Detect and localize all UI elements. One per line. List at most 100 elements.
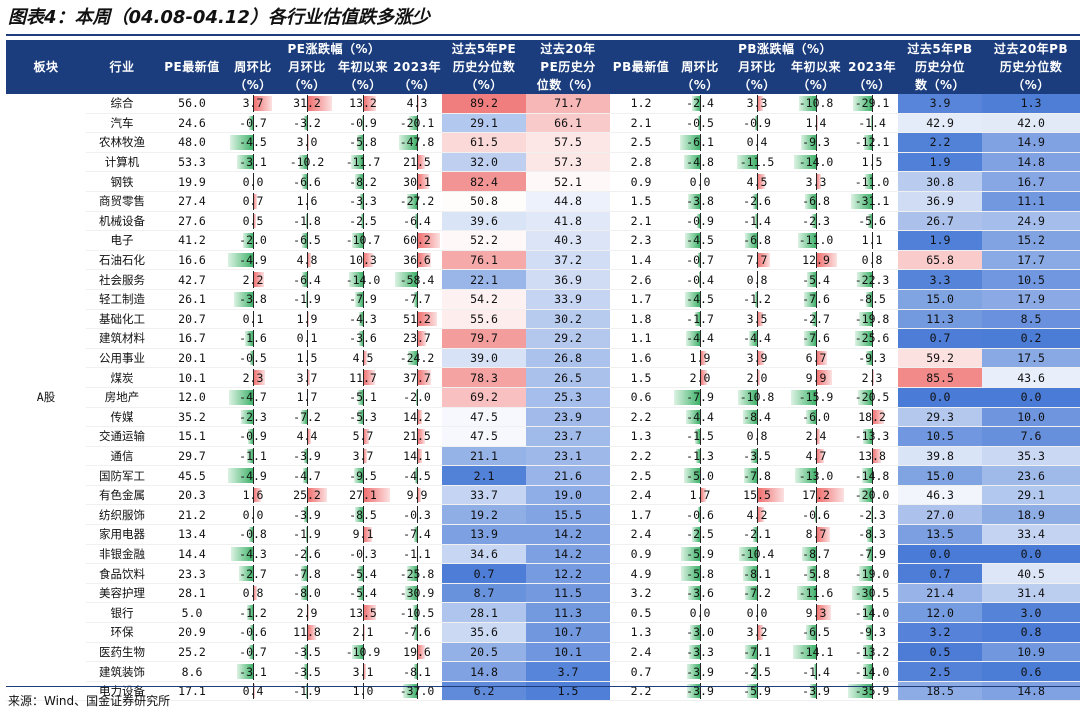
change-value: -3.3 (349, 194, 377, 209)
change-value: -2.3 (858, 507, 886, 522)
pe-5y-pct-cell: 0.7 (442, 563, 527, 584)
change-value: 1.5 (861, 155, 883, 170)
change-value: -12.1 (854, 135, 890, 150)
pe-5y-pct-cell: 69.2 (442, 387, 527, 408)
pb-5y-pct-cell: 0.0 (898, 387, 983, 408)
pb-20y-pct-cell: 10.5 (982, 269, 1081, 290)
pb-mom-cell: -5.9 (728, 681, 787, 702)
pe-latest-cell: 8.6 (158, 661, 226, 682)
change-value: -10.8 (798, 96, 834, 111)
pb-5y-pct-cell: 29.3 (898, 407, 983, 428)
change-bar (698, 507, 701, 523)
change-bar (864, 174, 873, 189)
pb-ytd-cell: 1.4 (786, 113, 847, 134)
zero-axis (417, 173, 419, 190)
zero-axis (417, 467, 419, 484)
pe-ytd-cell: -4.3 (334, 309, 392, 330)
pb-mom-cell: -0.9 (728, 113, 787, 134)
pb-2023-cell: -14.0 (846, 602, 899, 624)
pb-latest-cell: 2.2 (610, 446, 673, 467)
pe-2023-cell: -7.7 (392, 289, 443, 310)
pb-2023-cell: -30.5 (846, 583, 899, 604)
zero-axis (816, 271, 818, 288)
table-row: 计算机 53.3 -3.1 -10.2 -11.7 21.5 32.0 57.3 2.8 -4.8… (6, 152, 1081, 173)
change-bar (685, 409, 701, 425)
pb-ytd-cell: -5.8 (786, 563, 847, 584)
change-bar (233, 291, 253, 307)
pe-2023-cell: -20.1 (392, 113, 443, 134)
pb-wow-cell: 2.0 (672, 367, 729, 388)
change-value: -6.8 (802, 194, 830, 209)
zero-axis (417, 349, 419, 367)
change-bar (248, 429, 253, 444)
change-value: -5.4 (802, 272, 830, 287)
zero-axis (307, 545, 308, 563)
pe-2023-cell: 14.2 (392, 407, 443, 428)
zero-axis (363, 604, 364, 622)
zero-axis (253, 95, 254, 112)
pb-20y-pct-cell: 8.5 (982, 309, 1081, 330)
pb-wow-cell: -6.1 (672, 132, 729, 153)
change-bar (797, 585, 817, 601)
change-value: 30.1 (403, 174, 431, 189)
pe-5y-pct-cell: 35.6 (442, 622, 527, 643)
zero-axis (757, 428, 759, 445)
industry-cell: 食品饮料 (86, 563, 158, 584)
industry-cell: 通信 (86, 446, 158, 467)
change-value: -14.0 (345, 272, 381, 287)
pb-5y-pct-cell: 0.0 (898, 544, 983, 565)
pe-ytd-cell: 13.5 (334, 602, 392, 624)
change-bar (253, 96, 272, 111)
pe-latest-cell: 21.2 (158, 504, 226, 526)
pe-2023-cell: -27.2 (392, 191, 443, 212)
zero-axis (417, 134, 419, 151)
pe-2023-cell: -6.4 (392, 211, 443, 232)
pb-wow-cell: -4.4 (672, 407, 729, 428)
change-value: -10.9 (345, 644, 381, 659)
change-value: 3.5 (746, 311, 768, 326)
change-bar (757, 311, 764, 327)
change-value: 0.8 (746, 272, 768, 287)
pe-mom-cell: 1.5 (280, 348, 334, 369)
table-row: 机械设备 27.6 0.5 -1.8 -2.5 -6.4 39.6 41.8 2.1 -0.9 -1… (6, 211, 1081, 232)
change-bar (757, 96, 763, 111)
pe-5y-pct-cell: 61.5 (442, 132, 527, 153)
change-bar (352, 644, 363, 660)
change-bar (752, 664, 758, 679)
pb-mom-cell: 3.3 (728, 94, 787, 114)
change-value: -2.3 (239, 409, 267, 424)
pe-wow-cell: -1.1 (226, 446, 280, 467)
change-value: -5.6 (858, 213, 886, 228)
change-value: 0.4 (746, 135, 768, 150)
change-value: 60.2 (403, 233, 431, 248)
pb-2023-cell: -12.1 (846, 132, 899, 153)
table-row: 美容护理 28.1 0.8 -8.0 -5.4 -30.9 8.7 11.5 3.2 -3.6 -7… (6, 583, 1081, 604)
change-bar (307, 625, 317, 640)
change-bar (757, 252, 771, 268)
change-value: -30.5 (854, 586, 890, 601)
change-bar (790, 389, 817, 405)
pe-20y-pct-cell: 1.5 (526, 681, 611, 702)
pe-20y-pct-cell: 12.2 (526, 563, 611, 584)
change-value: -4.5 (686, 292, 714, 307)
pb-latest-cell: 1.4 (610, 250, 673, 271)
pb-ytd-cell: 9.3 (786, 602, 847, 624)
change-bar (757, 487, 784, 503)
change-value: -3.0 (686, 625, 714, 640)
change-value: -7.9 (858, 546, 886, 561)
pb-wow-cell: -1.7 (672, 309, 729, 330)
change-value: 9.9 (406, 488, 428, 503)
change-value: -14.8 (854, 468, 890, 483)
table-row: 煤炭 10.1 2.3 3.7 11.7 37.7 78.3 26.5 1.5 2.0 2.0 9.9… (6, 367, 1081, 388)
pe-2023-cell: -2.0 (392, 387, 443, 408)
change-value: -3.5 (293, 644, 321, 659)
change-bar (394, 272, 418, 287)
change-value: -47.8 (399, 135, 435, 150)
zero-axis (872, 565, 874, 582)
pb-2023-cell: -7.9 (846, 544, 899, 565)
pe-mom-cell: -2.6 (280, 544, 334, 565)
change-value: 1.9 (296, 311, 318, 326)
change-value: -20.1 (399, 115, 435, 130)
pb-ytd-cell: -6.0 (786, 407, 847, 428)
pb-20y-pct-cell: 0.0 (982, 544, 1081, 565)
